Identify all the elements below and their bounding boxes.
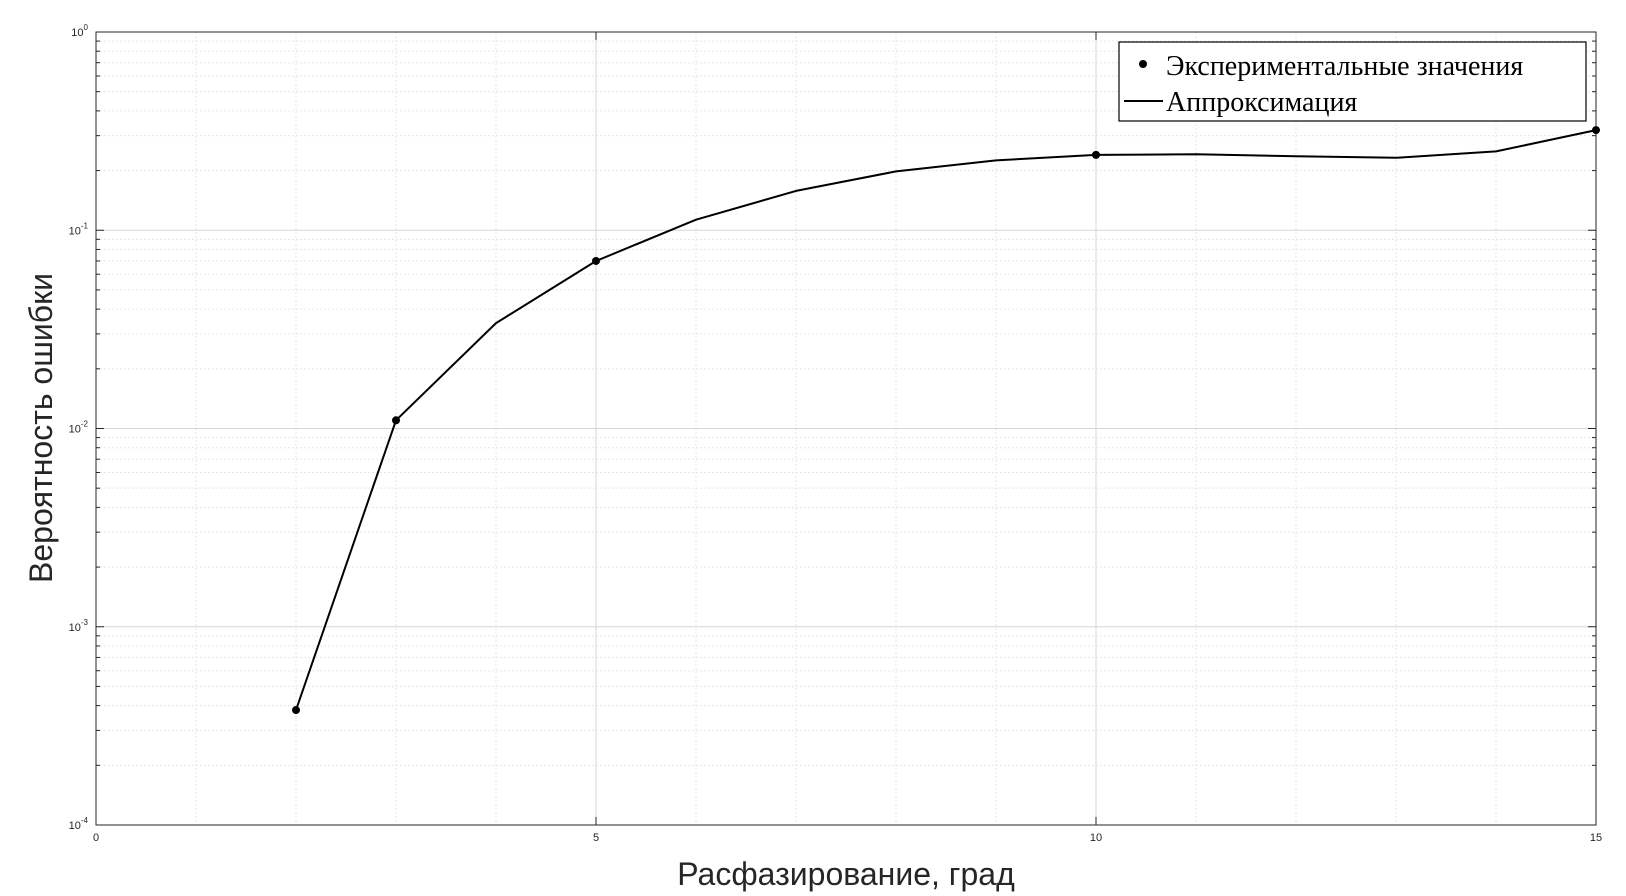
legend-marker-experimental (1139, 60, 1147, 68)
y-tick-label: 100 (71, 23, 88, 39)
x-tick-label: 0 (93, 832, 99, 844)
experimental-point (592, 256, 600, 265)
experimental-point (1092, 150, 1100, 159)
experimental-point (292, 706, 300, 715)
y-tick-label: 10-2 (69, 420, 89, 436)
legend-box (1118, 41, 1587, 122)
approximation-line (295, 129, 1597, 711)
legend-label-experimental: Экспериментальные значения (1166, 51, 1523, 82)
x-axis-title: Расфазирование, град (677, 856, 1015, 892)
x-tick-label: 5 (593, 832, 599, 844)
grid (95, 31, 1597, 826)
axis-ticks: 0 5 10 15 10-4 10-3 10-2 10-1 100 (69, 23, 1603, 844)
x-tick-label: 10 (1090, 832, 1102, 844)
y-axis-title: Вероятность ошибки (23, 273, 59, 583)
y-tick-label: 10-4 (69, 816, 89, 832)
legend-label-approximation: Аппроксимация (1166, 87, 1357, 118)
y-tick-label: 10-1 (69, 221, 89, 237)
experimental-point (1592, 126, 1600, 135)
legend: Экспериментальные значения Аппроксимация (1118, 41, 1587, 122)
y-tick-label: 10-3 (69, 618, 89, 634)
plot-data (292, 126, 1600, 715)
experimental-point (392, 416, 400, 425)
x-tick-label: 15 (1590, 832, 1602, 844)
